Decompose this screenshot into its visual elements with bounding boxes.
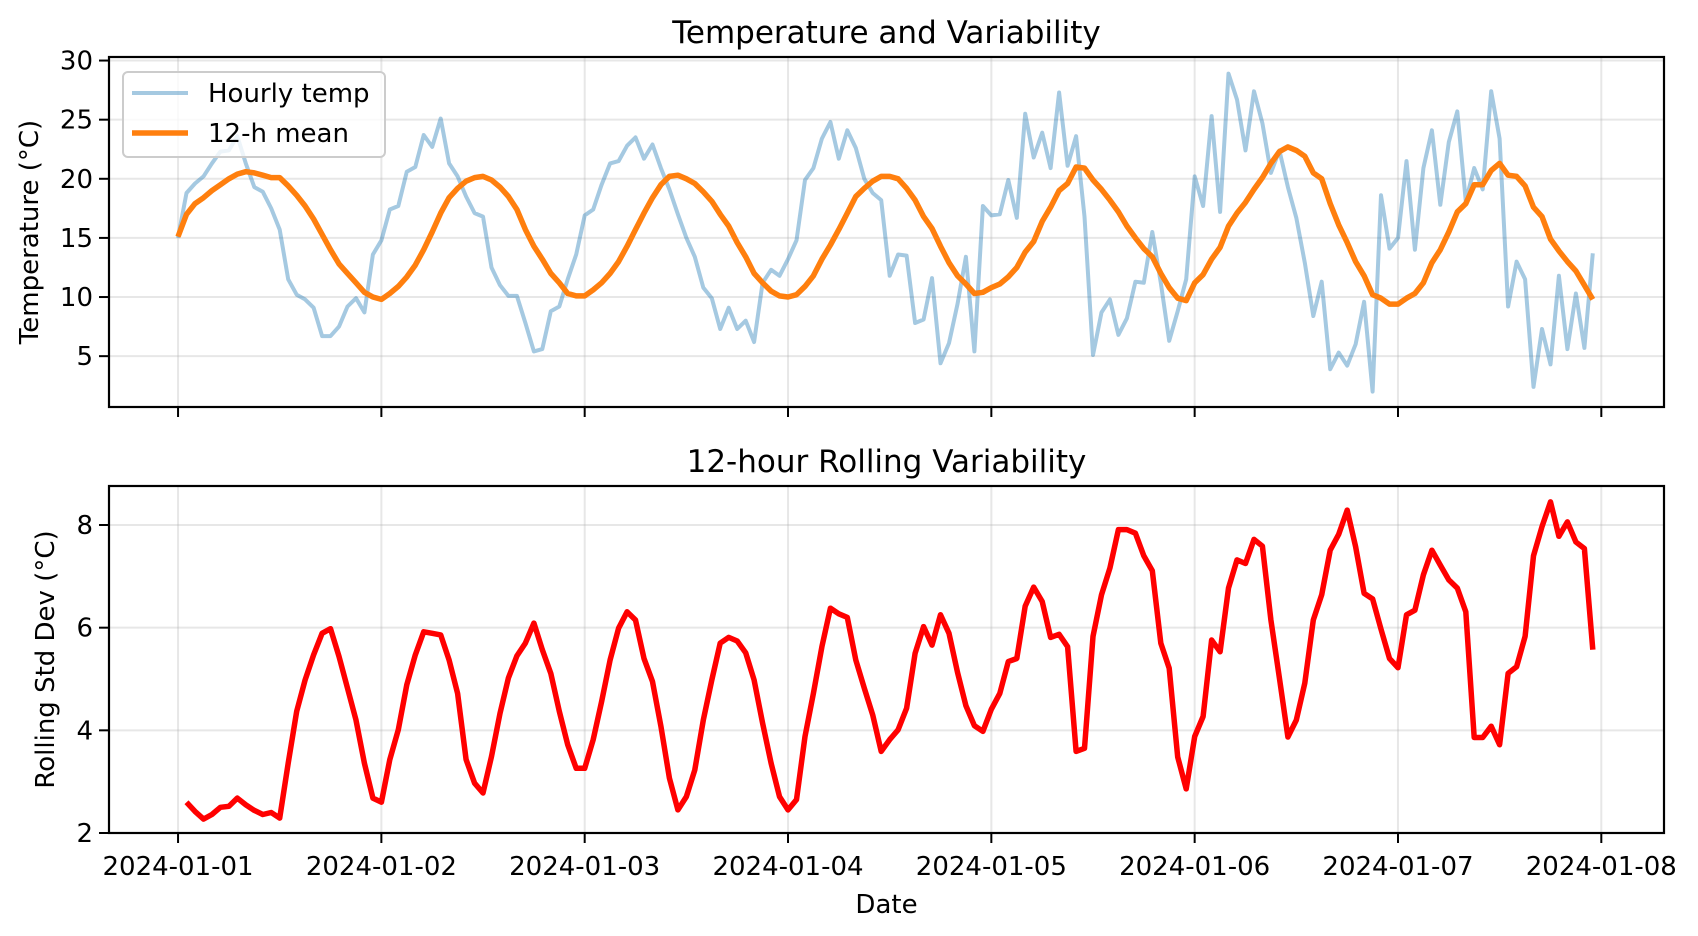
variability-axes: 2 4 6 8 2024-01-01 2024-01-02 2024-01-03 2024-0… bbox=[31, 444, 1677, 920]
x-tick-label: 2024-01-05 bbox=[916, 852, 1067, 882]
legend-label: Hourly temp bbox=[208, 79, 370, 109]
series-line-hourly-temp bbox=[176, 71, 1595, 394]
y-axis-label: Rolling Std Dev (°C) bbox=[31, 530, 61, 788]
y-tick-label: 4 bbox=[76, 716, 93, 746]
x-tick-label: 2024-01-08 bbox=[1526, 852, 1677, 882]
x-axis-label: Date bbox=[855, 890, 917, 920]
y-tick-label: 20 bbox=[60, 165, 93, 195]
axes-frame bbox=[107, 55, 1666, 409]
y-tick-label: 30 bbox=[60, 47, 93, 77]
temperature-axes: 5 10 15 20 25 30 Temperature and Variability Te… bbox=[15, 15, 1666, 417]
y-axis-label: Temperature (°C) bbox=[15, 120, 45, 345]
legend-label: 12-h mean bbox=[208, 119, 349, 149]
x-tick-label: 2024-01-06 bbox=[1119, 852, 1270, 882]
series-line-12-h-mean bbox=[175, 144, 1596, 307]
series-line-12-h-rolling-std bbox=[184, 499, 1596, 822]
legend-frame bbox=[122, 71, 386, 158]
x-tick-label: 2024-01-01 bbox=[102, 852, 253, 882]
chart-title: 12-hour Rolling Variability bbox=[687, 444, 1087, 480]
chart-title: Temperature and Variability bbox=[671, 15, 1101, 51]
y-tick-label: 15 bbox=[60, 224, 93, 254]
x-tick-label: 2024-01-03 bbox=[509, 852, 660, 882]
y-tick-label: 5 bbox=[76, 342, 93, 372]
y-tick-label: 25 bbox=[60, 106, 93, 136]
x-tick-label: 2024-01-07 bbox=[1322, 852, 1473, 882]
y-tick-label: 6 bbox=[76, 614, 93, 644]
y-tick-label: 10 bbox=[60, 283, 93, 313]
axes-frame bbox=[107, 484, 1666, 835]
legend: Hourly temp 12-h mean bbox=[122, 71, 386, 158]
y-tick-label: 2 bbox=[76, 819, 93, 849]
y-tick-label: 8 bbox=[76, 511, 93, 541]
x-tick-label: 2024-01-02 bbox=[306, 852, 457, 882]
x-tick-label: 2024-01-04 bbox=[712, 852, 863, 882]
